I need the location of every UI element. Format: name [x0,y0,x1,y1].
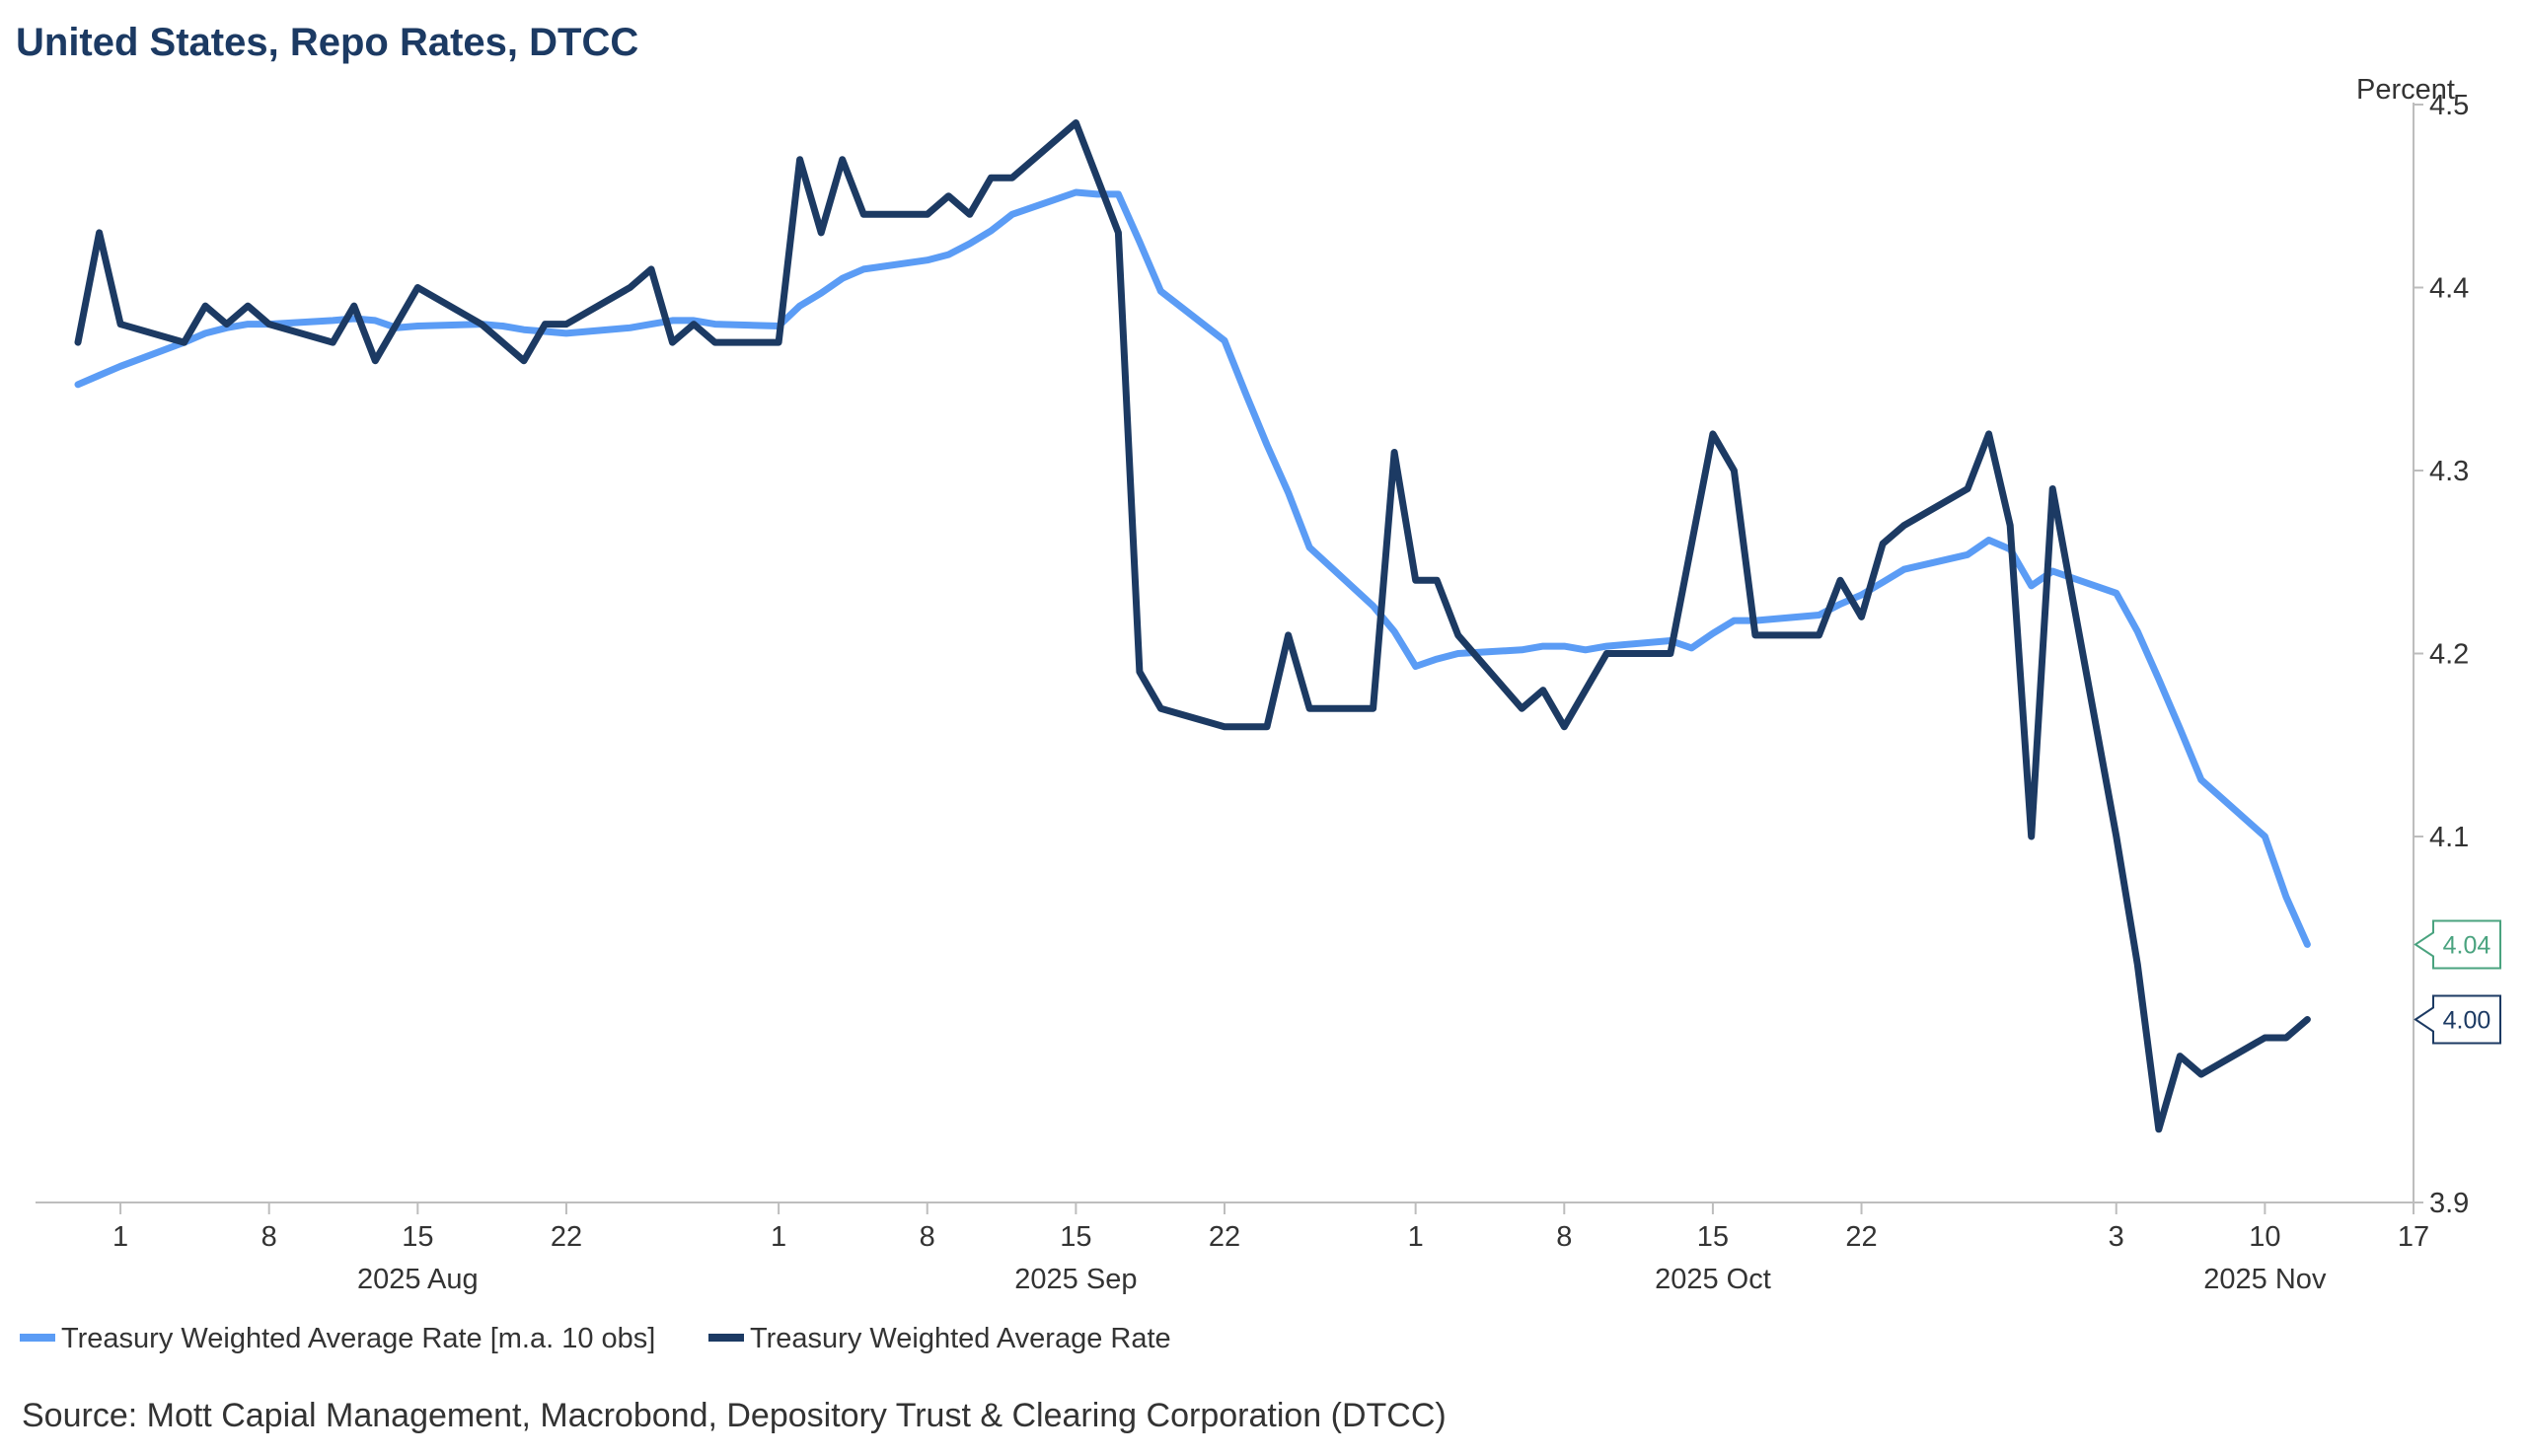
x-tick-label: 1 [112,1221,128,1253]
legend-label-rate: Treasury Weighted Average Rate [750,1323,1171,1354]
series-lines [74,119,2311,1133]
x-tick-label: 15 [1697,1221,1729,1253]
y-axis-unit-label: Percent [2356,74,2455,106]
x-tick-label: 17 [2398,1221,2429,1253]
y-tick-label: 4.5 [2429,90,2469,121]
y-tick-label: 4.2 [2429,639,2469,671]
last-value-box [2414,919,2501,970]
x-tick-label: 22 [1209,1221,1240,1253]
x-tick-label: 3 [2109,1221,2124,1253]
x-tick-label: 8 [1556,1221,1572,1253]
series-line-rate [74,119,2311,1133]
x-tick-label: 8 [920,1221,935,1253]
last-value-label-rate: 4.00 [2443,1007,2491,1035]
x-month-label: 2025 Aug [357,1264,479,1295]
y-tick-label: 3.9 [2429,1188,2469,1219]
x-tick-label: 15 [1060,1221,1091,1253]
series-line-moving-average [74,188,2311,948]
x-month-label: 2025 Oct [1655,1264,1771,1295]
x-tick-label: 1 [771,1221,786,1253]
x-tick-label: 1 [1408,1221,1424,1253]
last-value-box [2414,994,2501,1045]
x-tick-label: 10 [2249,1221,2280,1253]
x-month-label: 2025 Nov [2203,1264,2327,1295]
legend-swatch-ma [20,1334,55,1342]
axes: 3.94.04.14.24.34.44.51815221815221815223… [36,90,2469,1295]
x-month-label: 2025 Sep [1014,1264,1137,1295]
y-tick-label: 4.3 [2429,456,2469,487]
legend-label-ma: Treasury Weighted Average Rate [m.a. 10 … [61,1323,655,1354]
x-tick-label: 15 [402,1221,433,1253]
y-tick-label: 4.4 [2429,273,2469,305]
y-tick-label: 4.1 [2429,822,2469,853]
x-tick-label: 8 [261,1221,277,1253]
x-tick-label: 22 [551,1221,582,1253]
source-note: Source: Mott Capial Management, Macrobon… [22,1397,1447,1434]
chart-title: United States, Repo Rates, DTCC [16,21,638,64]
x-tick-label: 22 [1845,1221,1877,1253]
legend-swatch-rate [708,1334,744,1342]
legend: Treasury Weighted Average Rate [m.a. 10 … [20,1323,1171,1354]
last-value-label-moving-average: 4.04 [2443,931,2491,959]
last-value-labels: 4.04 4.00 [2414,919,2501,1045]
